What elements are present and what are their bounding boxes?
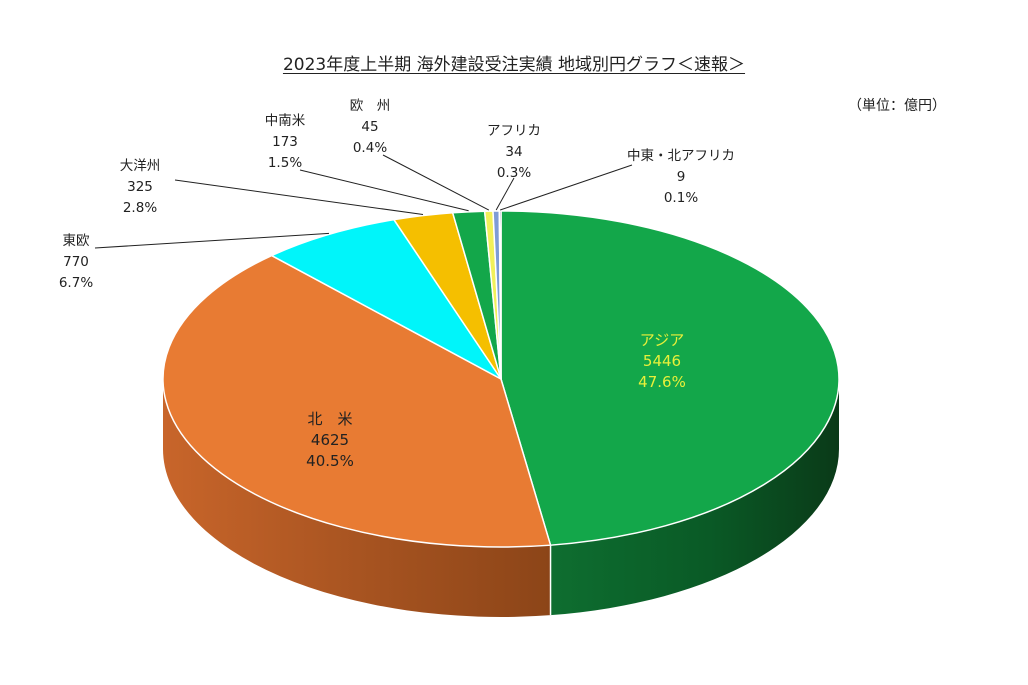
leader-lines [94, 154, 633, 249]
slice-label-中南米: 中南米 [265, 113, 306, 129]
slice-label-アジア: アジア [640, 331, 684, 349]
pie-sides [163, 379, 839, 617]
slice-value-欧州: 45 [361, 119, 378, 135]
slice-percent-東欧: 6.7% [59, 275, 93, 291]
slice-value-アジア: 5446 [643, 352, 681, 370]
slice-label-中東北アフリカ: 中東・北アフリカ [627, 148, 735, 164]
slice-label-北米: 北 米 [307, 410, 352, 428]
slice-percent-欧州: 0.4% [353, 140, 387, 156]
slice-labels: アジア 5446 47.6% 北 米 4625 40.5% 東欧 770 6.7% 大洋州 325 2… [59, 98, 735, 470]
pie-slice-東欧 [270, 218, 502, 380]
pie-slice-中東北アフリカ [498, 210, 502, 380]
slice-percent-中東北アフリカ: 0.1% [664, 190, 698, 206]
slice-percent-北米: 40.5% [306, 452, 354, 470]
leader-line-中東北アフリカ [500, 164, 633, 211]
slice-value-中東北アフリカ: 9 [677, 169, 686, 185]
slice-percent-アフリカ: 0.3% [497, 165, 531, 181]
chart-title: 2023年度上半期 海外建設受注実績 地域別円グラフ＜速報＞ [282, 55, 746, 75]
slice-label-欧州: 欧 州 [350, 98, 391, 114]
unit-label: （単位：億円） [848, 98, 946, 114]
slice-percent-アジア: 47.6% [638, 373, 686, 391]
pie-slice-アジア [500, 210, 840, 546]
slice-value-北米: 4625 [311, 431, 349, 449]
slice-value-大洋州: 325 [127, 179, 153, 195]
slice-label-アフリカ: アフリカ [487, 123, 541, 139]
leader-line-中南米 [299, 169, 469, 212]
leader-line-大洋州 [174, 179, 424, 216]
slice-percent-大洋州: 2.8% [123, 200, 157, 216]
slice-label-東欧: 東欧 [63, 233, 90, 249]
leader-line-欧州 [382, 154, 490, 211]
pie-tops [162, 210, 840, 548]
slice-value-アフリカ: 34 [505, 144, 522, 160]
pie-side-アジア [550, 379, 839, 616]
pie-side-北米 [163, 379, 551, 617]
slice-percent-中南米: 1.5% [268, 155, 302, 171]
slice-label-大洋州: 大洋州 [120, 158, 161, 174]
pie-slice-北米 [162, 254, 552, 548]
slice-value-東欧: 770 [63, 254, 89, 270]
slice-value-中南米: 173 [272, 134, 298, 150]
leader-line-東欧 [94, 232, 330, 249]
leader-line-アフリカ [495, 177, 515, 211]
